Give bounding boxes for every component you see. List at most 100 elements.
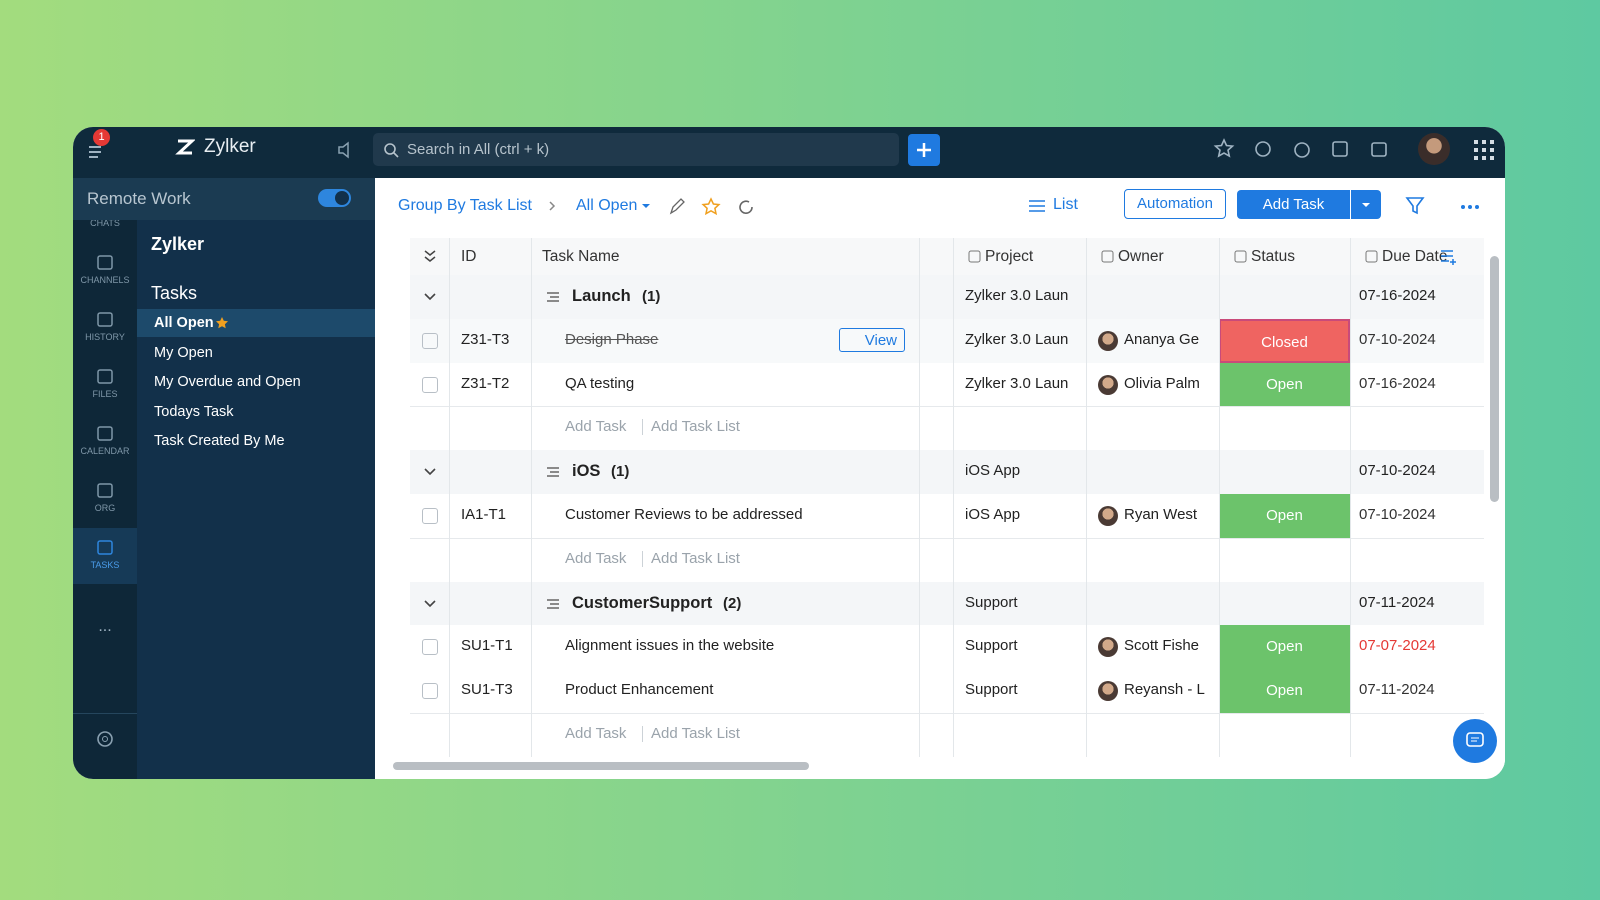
breadcrumb-icons	[535, 194, 650, 218]
column-divider	[531, 238, 532, 757]
task-checkbox[interactable]	[422, 332, 438, 349]
rail-label[interactable]: CHATS	[90, 218, 120, 228]
group-count: (1)	[611, 463, 630, 481]
task-project: Support	[965, 681, 1018, 699]
view-button[interactable]: View	[839, 327, 905, 352]
add-task-button[interactable]: Add Task	[1237, 190, 1350, 219]
group-name[interactable]: iOS	[572, 462, 601, 481]
header-icons[interactable]	[1213, 137, 1413, 163]
search-box[interactable]: Search in All (ctrl + k)	[373, 133, 899, 166]
task-checkbox[interactable]	[422, 683, 438, 700]
vertical-scrollbar[interactable]	[1490, 256, 1499, 502]
column-divider	[919, 238, 920, 757]
task-project: Zylker 3.0 Laun	[965, 330, 1069, 348]
view-dropdown[interactable]: All Open	[576, 197, 638, 214]
task-due: 07-11-2024	[1359, 681, 1435, 699]
status-cell[interactable]: Open	[1219, 625, 1350, 670]
view-item[interactable]: All Open	[154, 315, 214, 331]
task-name[interactable]: Design Phase	[565, 330, 659, 348]
automation-button[interactable]: Automation	[1124, 189, 1226, 219]
task-id: SU1-T3	[461, 681, 513, 699]
group-due: 07-10-2024	[1359, 462, 1436, 480]
view-item[interactable]: My Open	[154, 344, 213, 361]
workspace-toggle[interactable]	[318, 189, 351, 207]
rail-icon	[95, 538, 115, 563]
group-name[interactable]: CustomerSupport	[572, 593, 713, 612]
task-project: Zylker 3.0 Laun	[965, 374, 1069, 392]
add-task-link[interactable]: Add Task	[565, 549, 627, 567]
add-task-list-link[interactable]: Add Task List	[651, 549, 740, 567]
content: Group By Task List All Open List Automat…	[375, 178, 1505, 779]
status-cell[interactable]: Open	[1219, 494, 1350, 538]
group-due: 07-16-2024	[1359, 287, 1436, 304]
speaker-icon[interactable]	[336, 140, 356, 160]
add-task-list-link[interactable]: Add Task List	[651, 725, 740, 742]
add-task-menu[interactable]	[1351, 190, 1381, 219]
rail-label[interactable]: CALENDAR	[80, 446, 130, 456]
column-icon	[1364, 249, 1379, 268]
column-header: Status	[1251, 248, 1295, 265]
task-checkbox[interactable]	[422, 639, 438, 656]
column-header: ID	[461, 248, 477, 265]
add-task-link[interactable]: Add Task	[565, 725, 627, 742]
task-checkbox[interactable]	[422, 508, 438, 524]
section-title: Tasks	[151, 283, 198, 303]
group-by-dropdown[interactable]: Group By Task List	[398, 197, 532, 214]
task-name[interactable]: Customer Reviews to be addressed	[565, 506, 803, 523]
profile-avatar[interactable]	[1418, 133, 1450, 165]
add-task-link[interactable]: Add Task	[565, 418, 627, 436]
apps-grid-icon[interactable]	[1473, 139, 1495, 161]
task-table: ID Task Name Project Owner Status Due Date Lau…	[410, 238, 1484, 757]
new-button[interactable]	[908, 134, 940, 166]
workspace-name[interactable]: Remote Work	[87, 189, 191, 208]
task-name[interactable]: Alignment issues in the website	[565, 637, 775, 655]
view-item[interactable]: Task Created By Me	[154, 433, 285, 449]
task-owner: Ryan West	[1124, 506, 1198, 523]
rail-more[interactable]: ...	[98, 618, 112, 635]
task-checkbox[interactable]	[422, 376, 438, 393]
column-icon	[1100, 249, 1115, 268]
task-id: Z31-T2	[461, 374, 510, 392]
column-divider	[449, 238, 450, 757]
view-actions[interactable]	[665, 196, 765, 218]
column-header: Due Date	[1382, 248, 1448, 265]
column-header: Task Name	[542, 248, 620, 265]
view-item[interactable]: My Overdue and Open	[154, 374, 301, 390]
task-due: 07-10-2024	[1359, 330, 1436, 348]
link-divider	[642, 726, 643, 742]
rail-icon	[95, 367, 115, 392]
task-name[interactable]: QA testing	[565, 374, 635, 392]
list-icon	[1029, 200, 1045, 212]
filter-more-icons[interactable]	[1405, 195, 1485, 217]
chat-fab[interactable]	[1453, 719, 1497, 763]
status-cell[interactable]: Open	[1219, 669, 1350, 713]
status-cell[interactable]: Open	[1219, 362, 1350, 407]
group-toggle	[422, 596, 438, 616]
rail-label[interactable]: TASKS	[90, 560, 120, 570]
column-divider	[1086, 238, 1087, 757]
settings-icon	[93, 727, 117, 756]
rail-icon	[95, 253, 115, 278]
task-due: 07-16-2024	[1359, 374, 1436, 392]
add-task-list-link[interactable]: Add Task List	[651, 418, 740, 436]
task-name[interactable]: Product Enhancement	[565, 681, 714, 699]
brand-name[interactable]: Zylker	[204, 136, 256, 157]
task-owner: Ananya Ge	[1124, 330, 1200, 348]
horizontal-scrollbar[interactable]	[393, 762, 809, 770]
group-name[interactable]: Launch	[572, 287, 631, 305]
app-window: 1 Zylker Search in All (ctrl + k) CHATS2…	[73, 127, 1505, 779]
rail-label[interactable]: ORG	[94, 503, 116, 513]
menu-icon[interactable]	[85, 135, 121, 165]
view-item[interactable]: Todays Task	[154, 403, 234, 420]
task-due: 07-10-2024	[1359, 506, 1436, 523]
status-cell[interactable]: Closed	[1219, 318, 1350, 363]
group-row	[410, 581, 1484, 627]
rail-label[interactable]: CHANNELS	[80, 275, 130, 285]
task-owner: Olivia Palm	[1124, 374, 1200, 392]
nav-rail: CHATS23CHANNELSHISTORYFILESCALENDARORGTA…	[73, 178, 137, 779]
rail-label[interactable]: FILES	[92, 389, 118, 399]
rail-label[interactable]: HISTORY	[85, 332, 125, 342]
layout-dropdown[interactable]: List	[1053, 196, 1078, 213]
group-project: Zylker 3.0 Laun	[965, 287, 1069, 304]
